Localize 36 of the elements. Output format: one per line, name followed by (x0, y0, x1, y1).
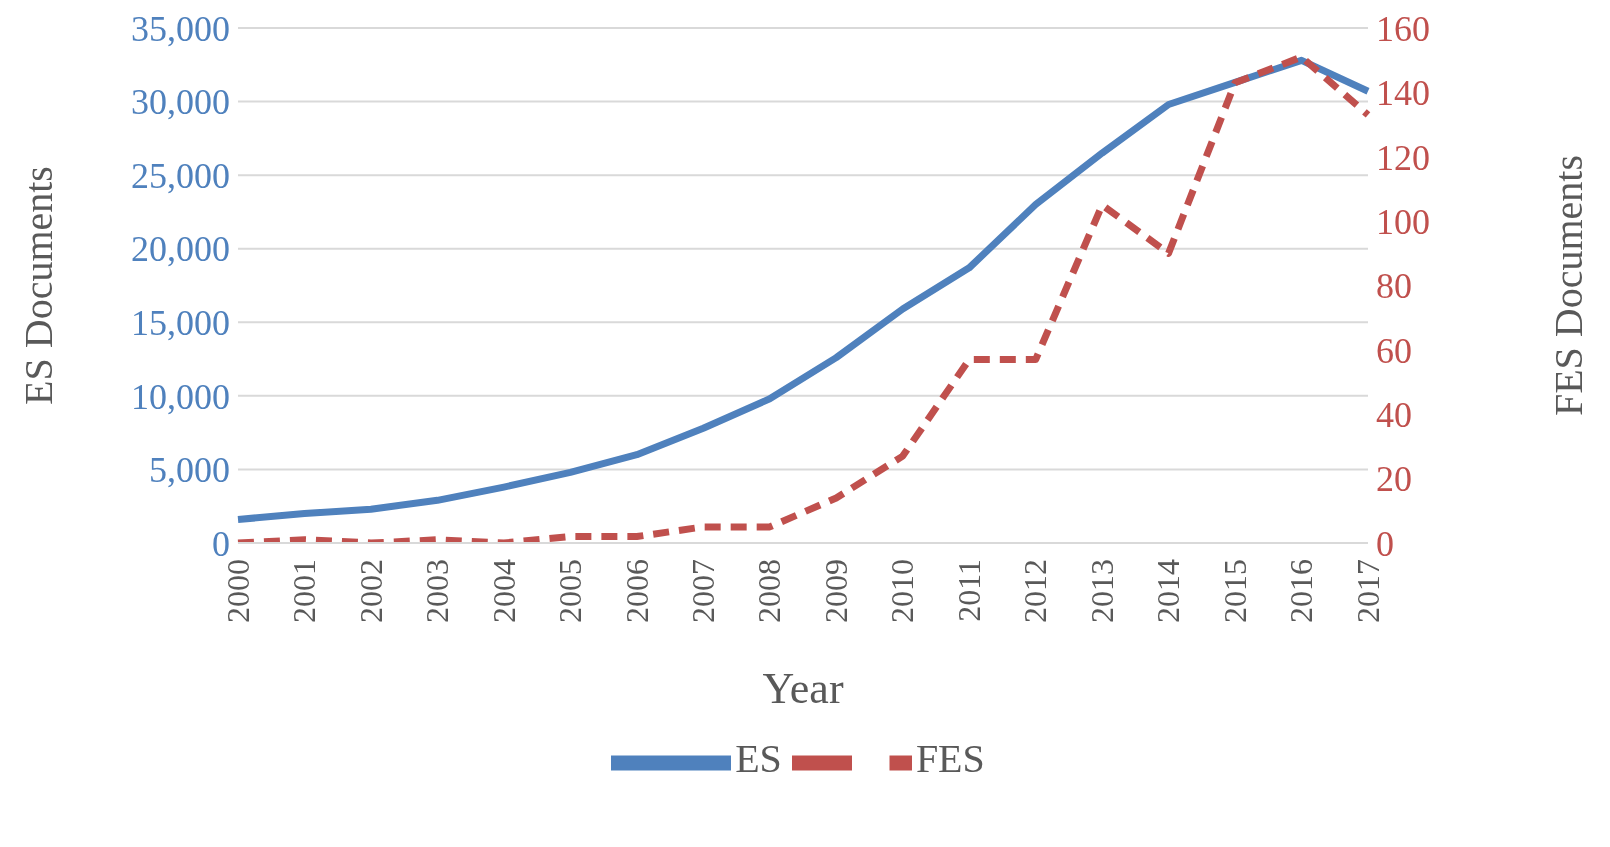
y2-axis-title: FES Documents (1546, 154, 1592, 417)
y-tick-label: 20,000 (131, 229, 230, 270)
x-tick-label: 2010 (884, 559, 921, 623)
x-tick-label: 2011 (950, 559, 987, 622)
y2-tick-label: 120 (1376, 137, 1430, 178)
y-tick-label: 5,000 (149, 450, 230, 491)
x-tick-label: 2015 (1216, 559, 1253, 623)
x-tick-label: 2002 (352, 559, 389, 623)
y2-tick-label: 140 (1376, 73, 1430, 114)
legend-label: FES (915, 736, 985, 782)
x-tick-label: 2009 (817, 559, 854, 623)
y2-tick-label: 160 (1376, 8, 1430, 49)
legend-label: ES (735, 736, 782, 782)
x-tick-label: 2001 (286, 559, 323, 623)
x-tick-label: 2005 (552, 559, 589, 623)
y-tick-label: 15,000 (131, 303, 230, 344)
x-tick-label: 2012 (1017, 559, 1054, 623)
x-tick-label: 2007 (685, 559, 722, 623)
x-tick-label: 2014 (1150, 559, 1187, 623)
x-tick-label: 2008 (751, 559, 788, 623)
x-tick-label: 2016 (1283, 559, 1320, 623)
y2-tick-label: 80 (1376, 266, 1412, 307)
y2-tick-label: 20 (1376, 459, 1412, 500)
x-tick-label: 2004 (485, 559, 522, 623)
x-axis-title: Year (762, 664, 844, 713)
y-tick-label: 35,000 (131, 8, 230, 49)
x-tick-label: 2013 (1083, 559, 1120, 623)
y-tick-label: 25,000 (131, 155, 230, 196)
y2-tick-label: 60 (1376, 330, 1412, 371)
x-tick-label: 2003 (419, 559, 456, 623)
y2-tick-label: 40 (1376, 395, 1412, 436)
y-axis-title: ES Documents (16, 166, 62, 405)
y2-tick-label: 100 (1376, 201, 1430, 242)
y-tick-label: 30,000 (131, 82, 230, 123)
x-tick-label: 2006 (618, 559, 655, 623)
y-tick-label: 10,000 (131, 376, 230, 417)
